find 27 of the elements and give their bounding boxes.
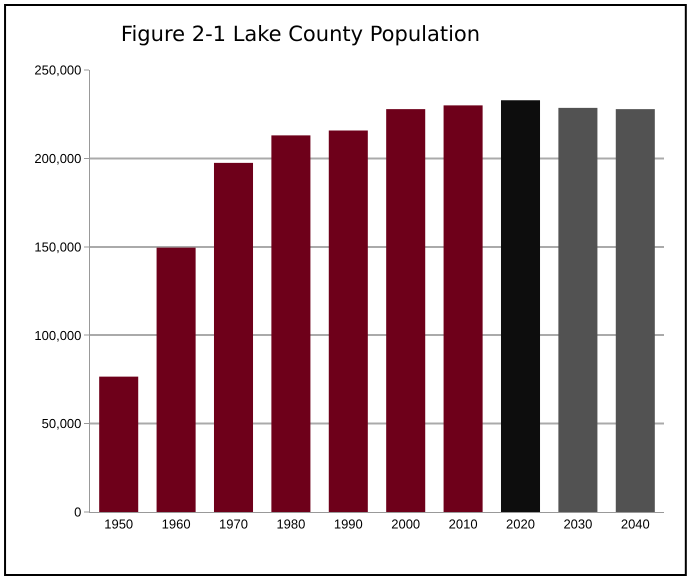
x-tick-label: 1970 [219, 516, 248, 532]
bar [558, 108, 598, 512]
bar [616, 109, 655, 512]
y-tick-label: 100,000 [34, 328, 82, 343]
x-tick-label: 2030 [563, 516, 592, 532]
x-tick-label: 2020 [506, 516, 535, 532]
x-tick-label: 2000 [391, 516, 420, 532]
bar [444, 105, 483, 512]
x-tick-label: 2010 [448, 516, 478, 532]
bar [271, 135, 310, 512]
y-tick-label: 200,000 [34, 150, 82, 166]
y-tick-label: 0 [74, 504, 82, 520]
x-tick-label: 1980 [276, 516, 306, 532]
x-tick-label: 1950 [104, 516, 134, 532]
bar [500, 100, 540, 512]
bar [386, 109, 426, 512]
bar [328, 130, 368, 512]
x-tick-label: 1990 [334, 516, 363, 532]
bar [156, 248, 196, 512]
bar [99, 376, 138, 512]
chart-title: Figure 2-1 Lake County Population [120, 22, 480, 46]
x-tick-label: 2040 [620, 516, 650, 532]
y-tick-label: 250,000 [34, 62, 82, 78]
y-tick-label: 50,000 [42, 416, 82, 432]
y-tick-label: 150,000 [34, 239, 82, 254]
x-tick-label: 1960 [162, 516, 191, 532]
bar [214, 162, 254, 512]
